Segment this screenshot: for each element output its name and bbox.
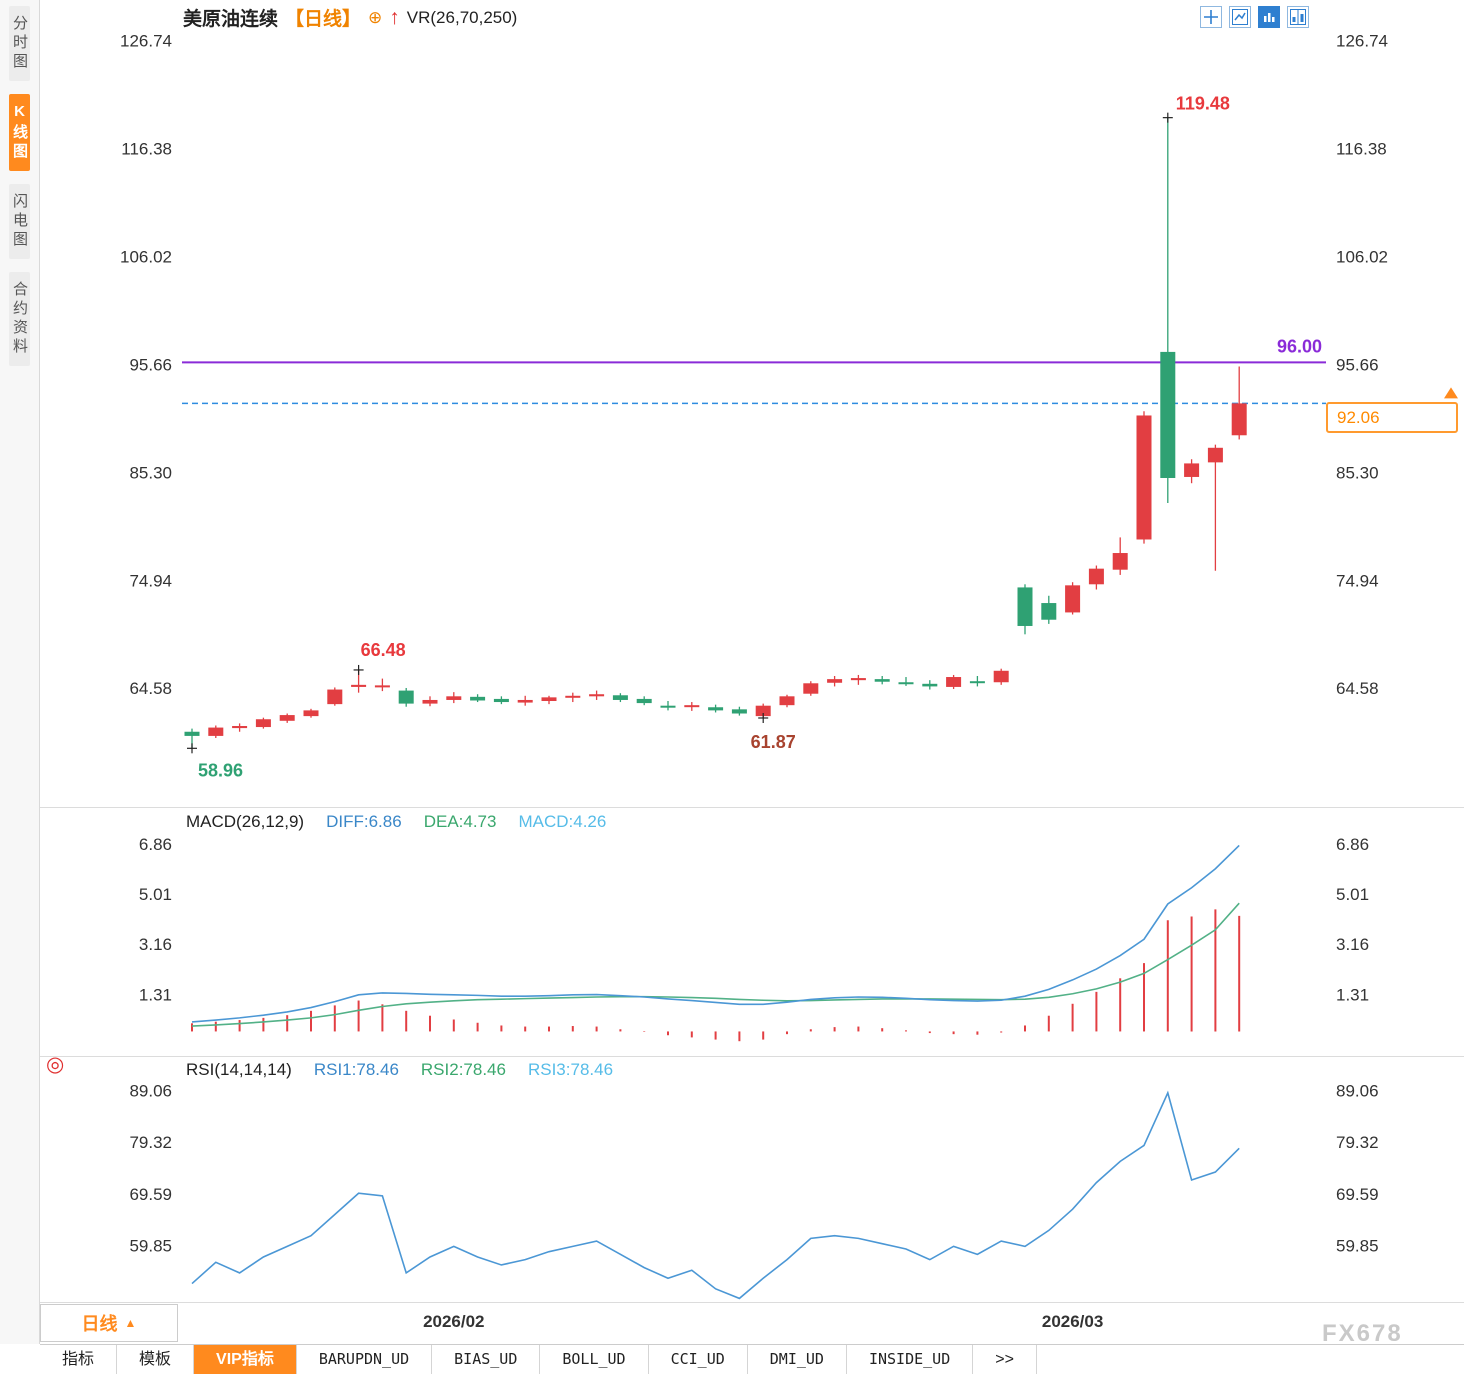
- svg-text:106.02: 106.02: [1336, 247, 1388, 266]
- svg-text:95.66: 95.66: [129, 355, 172, 374]
- svg-text:79.32: 79.32: [129, 1133, 172, 1152]
- bar-chart-icon[interactable]: [1258, 6, 1280, 28]
- svg-text:126.74: 126.74: [1336, 31, 1388, 50]
- svg-text:6.86: 6.86: [139, 835, 172, 854]
- svg-text:1.31: 1.31: [1336, 985, 1369, 1004]
- chart-toolbar: [1200, 6, 1309, 28]
- x-axis-label: 2026/02: [423, 1312, 485, 1331]
- period-tag: 【日线】: [285, 9, 362, 30]
- sidebar-item-kline-chart[interactable]: K线图: [9, 94, 30, 171]
- panel-separator: [40, 1302, 1464, 1303]
- left-sidebar: 分时图 K线图闪电图合约资料: [0, 0, 40, 1344]
- svg-text:74.94: 74.94: [129, 571, 172, 590]
- svg-text:58.96: 58.96: [198, 760, 243, 780]
- svg-text:116.38: 116.38: [121, 139, 172, 158]
- sidebar-item-time-chart[interactable]: 分时图: [9, 6, 30, 81]
- period-selector-label: 日线: [81, 1314, 118, 1334]
- watermark: FX678: [1322, 1320, 1403, 1347]
- svg-text:64.58: 64.58: [1336, 679, 1379, 698]
- sidebar-item-flash-chart[interactable]: 闪电图: [9, 184, 30, 259]
- svg-text:89.06: 89.06: [1336, 1082, 1379, 1101]
- rsi3-value: RSI3:78.46: [527, 1060, 614, 1079]
- svg-text:89.06: 89.06: [129, 1082, 172, 1101]
- svg-text:119.48: 119.48: [1176, 94, 1230, 114]
- macd-macd-value: MACD:4.26: [518, 812, 607, 831]
- svg-text:116.38: 116.38: [1336, 139, 1387, 158]
- bottom-tab[interactable]: 指标: [40, 1345, 118, 1374]
- x-axis-label: 2026/03: [1041, 1312, 1104, 1331]
- chevron-up-icon: ▲: [124, 1316, 137, 1330]
- sidebar-item-contract-info[interactable]: 合约资料: [9, 272, 30, 366]
- panel-separator: [40, 807, 1464, 808]
- macd-label-row: MACD(26,12,9) DIFF:6.86 DEA:4.73 MACD:4.…: [186, 812, 606, 832]
- svg-text:85.30: 85.30: [129, 463, 172, 482]
- split-panel-icon[interactable]: [1287, 6, 1309, 28]
- macd-dea-value: DEA:4.73: [423, 812, 497, 831]
- bottom-tab[interactable]: BIAS_UD: [432, 1345, 541, 1374]
- svg-text:3.16: 3.16: [1336, 935, 1369, 954]
- period-selector[interactable]: 日线 ▲: [40, 1304, 178, 1342]
- symbol-title: 美原油连续: [183, 9, 279, 30]
- svg-text:6.86: 6.86: [1336, 835, 1369, 854]
- up-arrow-icon: ↑: [389, 5, 400, 29]
- bottom-tab[interactable]: VIP指标: [194, 1345, 297, 1374]
- target-icon[interactable]: ◎: [46, 1053, 65, 1076]
- svg-text:69.59: 69.59: [129, 1185, 172, 1204]
- add-indicator-icon[interactable]: ⊕: [368, 7, 383, 27]
- last-price-tag: 92.06: [1326, 402, 1458, 434]
- rsi-label-row: RSI(14,14,14) RSI1:78.46 RSI2:78.46 RSI3…: [186, 1060, 613, 1080]
- rsi2-value: RSI2:78.46: [420, 1060, 506, 1079]
- svg-text:85.30: 85.30: [1336, 463, 1379, 482]
- svg-text:79.32: 79.32: [1336, 1133, 1379, 1152]
- indicator-label: VR(26,70,250): [406, 7, 518, 27]
- svg-text:59.85: 59.85: [1336, 1237, 1379, 1256]
- svg-text:69.59: 69.59: [1336, 1185, 1379, 1204]
- bottom-tab[interactable]: BARUPDN_UD: [297, 1345, 433, 1374]
- bottom-tab[interactable]: BOLL_UD: [540, 1345, 649, 1374]
- rsi1-value: RSI1:78.46: [313, 1060, 399, 1079]
- panel-separator: [40, 1056, 1464, 1057]
- bottom-tab[interactable]: >>: [973, 1345, 1037, 1374]
- svg-text:59.85: 59.85: [129, 1237, 172, 1256]
- svg-text:66.48: 66.48: [361, 640, 406, 660]
- svg-text:126.74: 126.74: [120, 31, 172, 50]
- bottom-tab[interactable]: INSIDE_UD: [847, 1345, 974, 1374]
- svg-text:64.58: 64.58: [129, 679, 172, 698]
- macd-title: MACD(26,12,9): [186, 812, 305, 831]
- svg-text:96.00: 96.00: [1277, 336, 1322, 356]
- chart-header: 美原油连续 【日线】 ⊕ ↑ VR(26,70,250): [183, 4, 517, 31]
- svg-text:1.31: 1.31: [139, 985, 172, 1004]
- line-chart-icon[interactable]: [1229, 6, 1251, 28]
- rsi-title: RSI(14,14,14): [186, 1060, 292, 1079]
- svg-text:74.94: 74.94: [1336, 571, 1379, 590]
- bottom-tab[interactable]: DMI_UD: [748, 1345, 847, 1374]
- svg-text:5.01: 5.01: [139, 885, 172, 904]
- bottom-tab-bar: 指标 模板 VIP指标 BARUPDN_UD BIAS_UD BOLL_UD CCI_UD D…: [40, 1344, 1464, 1374]
- svg-text:95.66: 95.66: [1336, 355, 1379, 374]
- pan-icon[interactable]: [1200, 6, 1222, 28]
- svg-text:106.02: 106.02: [120, 247, 172, 266]
- svg-text:5.01: 5.01: [1336, 885, 1369, 904]
- bottom-tab[interactable]: 模板: [117, 1345, 195, 1374]
- svg-text:61.87: 61.87: [751, 732, 796, 752]
- svg-text:3.16: 3.16: [139, 935, 172, 954]
- bottom-tab[interactable]: CCI_UD: [649, 1345, 748, 1374]
- macd-diff-value: DIFF:6.86: [326, 812, 402, 831]
